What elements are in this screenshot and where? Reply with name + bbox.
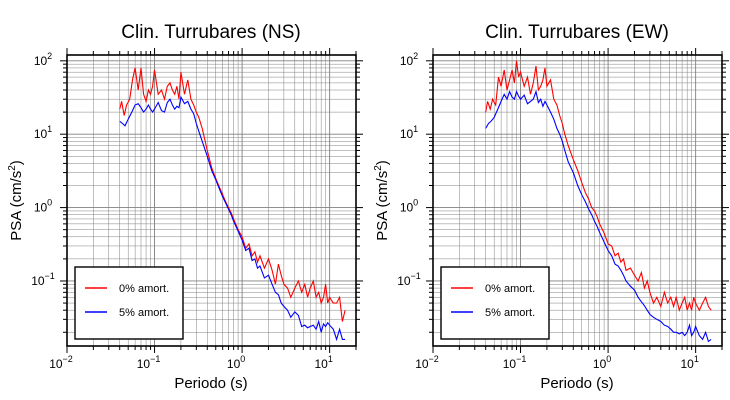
- grid-lines: [67, 55, 356, 346]
- series-line-amort-5: [485, 89, 712, 343]
- y-tick-label: 101: [400, 124, 418, 141]
- axis-ticks: [60, 48, 363, 353]
- plot-frame: [432, 54, 723, 347]
- chart-title: Clin. Turrubares (EW): [485, 22, 669, 43]
- y-tick-label: 100: [400, 198, 418, 215]
- chart-title: Clin. Turrubares (NS): [121, 22, 301, 43]
- legend: 0% amort. 5% amort.: [74, 266, 184, 340]
- series-line-amort-0: [485, 60, 712, 313]
- x-tick-label: 101: [314, 354, 332, 371]
- y-tick-label: 10−1: [397, 271, 421, 288]
- plot-frame: [66, 54, 357, 347]
- axis-ticks: [426, 48, 729, 353]
- x-axis-label: Periodo (s): [540, 375, 613, 392]
- y-tick-label: 102: [34, 51, 52, 68]
- y-tick-label: 102: [400, 51, 418, 68]
- legend-label-amort-5: 5% amort.: [485, 307, 535, 319]
- legend-label-amort-0: 0% amort.: [119, 283, 169, 295]
- y-axis-label: PSA (cm/s2): [7, 160, 25, 241]
- x-tick-label: 10−2: [49, 354, 73, 371]
- x-tick-label: 100: [593, 354, 611, 371]
- legend-box: [440, 266, 550, 340]
- legend: 0% amort. 5% amort.: [440, 266, 550, 340]
- legend-box: [74, 266, 184, 340]
- series-line-amort-5: [119, 95, 346, 342]
- x-axis-label: Periodo (s): [174, 375, 247, 392]
- legend-label-amort-0: 0% amort.: [485, 283, 535, 295]
- legend-label-amort-5: 5% amort.: [119, 307, 169, 319]
- x-tick-label: 10−1: [503, 354, 527, 371]
- x-tick-label: 100: [227, 354, 245, 371]
- chart-panel-ew: 10−2 10−1 100 101 10−1 100 101 102 Clin. Turruba…: [373, 22, 729, 392]
- y-tick-label: 101: [34, 124, 52, 141]
- y-tick-label: 100: [34, 198, 52, 215]
- y-axis-label: PSA (cm/s2): [373, 160, 391, 241]
- x-tick-label: 10−1: [137, 354, 161, 371]
- chart-panel-ns: 10−2 10−1 100 101 10−1 100 101 102 Clin. Turruba…: [7, 22, 363, 392]
- x-tick-label: 101: [680, 354, 698, 371]
- x-tick-label: 10−2: [415, 354, 439, 371]
- grid-lines: [433, 55, 722, 346]
- series-line-amort-0: [119, 67, 346, 322]
- y-tick-label: 10−1: [31, 271, 55, 288]
